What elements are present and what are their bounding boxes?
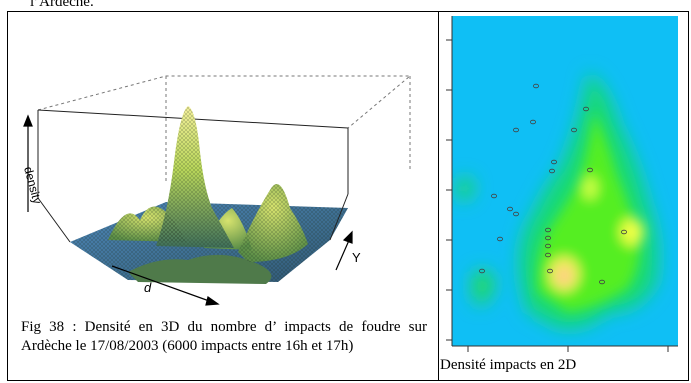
impact-marker: [545, 252, 552, 258]
impact-marker: [507, 206, 514, 212]
box-back-edges: [37, 75, 412, 182]
surface-ridge-front: [128, 254, 272, 284]
impact-marker: [549, 168, 556, 174]
impact-marker: [530, 119, 537, 125]
panel-2d-density: Densité impacts en 2D: [438, 12, 688, 380]
impact-markers: [479, 83, 627, 285]
heat-hotspot-east: [620, 218, 644, 246]
impact-marker: [620, 229, 627, 235]
heat-region-southwest: [472, 270, 494, 306]
impact-marker: [586, 167, 593, 173]
heatmap-axes: [446, 16, 678, 352]
impact-marker: [598, 279, 605, 285]
impact-marker: [479, 268, 486, 274]
impact-marker: [570, 127, 577, 133]
impact-marker: [513, 127, 520, 133]
heat-hotspot-north: [582, 176, 598, 200]
box-bottom-edges: [37, 193, 349, 243]
impact-marker: [582, 106, 589, 112]
axis-label-y: Y: [352, 250, 361, 265]
axis-arrows: [23, 114, 353, 306]
header-fragment: l’Ardèche.: [30, 0, 94, 10]
figure-caption-2d: Densité impacts en 2D: [440, 357, 577, 373]
figure-caption-3d: Fig 38 : Densité en 3D du nombre d’ impa…: [21, 319, 427, 354]
panel-3d-density: density d Y Fig 38 : Densité en 3D du no…: [8, 12, 436, 380]
axis-label-density: density: [21, 165, 44, 205]
impact-marker: [533, 83, 540, 89]
impact-marker: [545, 243, 552, 249]
impact-marker: [545, 227, 552, 233]
heat-peak-main: [556, 267, 572, 285]
impact-marker: [513, 211, 520, 217]
heatmap-2d: [446, 16, 678, 352]
table-divider: [438, 12, 439, 380]
heat-region-west: [458, 177, 474, 201]
impact-marker: [545, 235, 552, 241]
impact-marker: [497, 236, 504, 242]
impact-marker: [551, 159, 558, 165]
impact-marker: [547, 268, 554, 274]
axis-label-d: d: [144, 280, 152, 295]
surface-plot-3d: density d Y: [21, 75, 412, 306]
figure-table: [7, 11, 689, 381]
impact-marker: [491, 193, 498, 199]
